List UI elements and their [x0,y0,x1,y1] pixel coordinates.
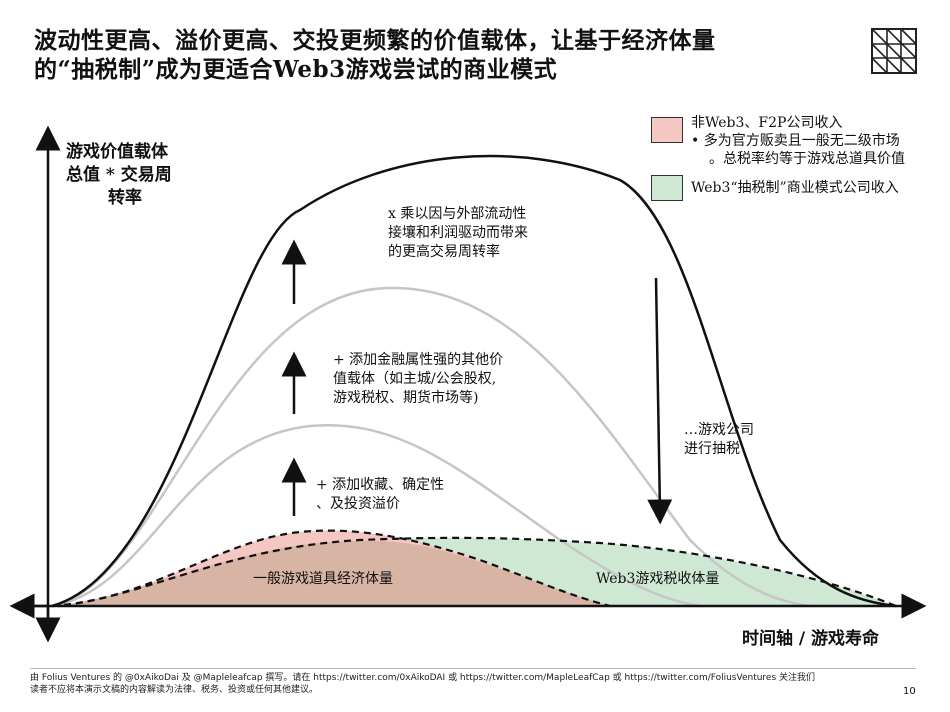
annotation-collect-line1: + 添加收藏、确定性 [316,477,445,493]
annotation-collect: + 添加收藏、确定性 、及投资溢价 [316,476,444,514]
slide-title: 波动性更高、溢价更高、交投更频繁的价值载体，让基于经济体量 的“抽税制”成为更适… [34,26,794,84]
annotation-turnover: x 乘以因与外部流动性 接壤和利润驱动而带来 的更高交易周转率 [388,205,528,262]
slide-title-line2: 的“抽税制”成为更适合Web3游戏尝试的商业模式 [34,56,558,83]
total-value-turnover-curve [51,154,897,608]
annotation-collect-line2: 、及投资溢价 [316,496,400,512]
collectible-premium-curve [51,423,701,608]
legend-non-web3-title: 非Web3、F2P公司收入 [691,115,843,131]
slide-title-line1: 波动性更高、溢价更高、交投更频繁的价值载体，让基于经济体量 [34,27,716,54]
annotation-financial-line3: 游戏税权、期货市场等) [333,390,479,406]
y-axis-label-line3: 转率 [108,188,142,208]
y-axis-label: 游戏价值载体 总值 * 交易周 转率 [66,141,192,210]
web3-boundary-dashed [51,536,897,608]
annotation-tax-line2: 进行抽税 [684,441,740,457]
footer-disclaimer: 由 Folius Ventures 的 @0xAikoDai 及 @Maplel… [30,672,815,696]
base-economy-area [52,540,610,606]
label-web3-tax: Web3游戏税收体量 [596,571,720,587]
legend-web3: Web3“抽税制”商业模式公司收入 [691,180,899,196]
legend-non-web3-bullet2: 。总税率约等于游戏总道具价值 [709,151,905,167]
annotation-financial-line1: + 添加金融属性强的其他价 [333,352,504,368]
x-axis-label: 时间轴 / 游戏寿命 [742,629,880,649]
legend-non-web3-bullet1: • 多为官方贩卖且一般无二级市场 [691,133,900,149]
annotation-turnover-line2: 接壤和利润驱动而带来 [388,225,528,241]
annotation-turnover-line1: x 乘以因与外部流动性 [388,206,527,222]
annotation-tax: …游戏公司 进行抽税 [684,421,754,459]
down-arrow-tax [647,277,673,525]
annotation-turnover-line3: 的更高交易周转率 [388,244,500,260]
legend-swatch-web3 [651,175,683,201]
annotation-financial: + 添加金融属性强的其他价 值载体（如主城/公会股权, 游戏税权、期货市场等) [333,351,503,408]
footer-divider [30,668,916,669]
label-base-economy: 一般游戏道具经济体量 [253,571,393,587]
y-axis-label-line2: 总值 * 交易周 [66,165,172,185]
non-web3-boundary-dashed [51,529,611,608]
annotation-tax-line1: …游戏公司 [684,422,754,438]
page-number: 10 [903,686,916,697]
footer-line2: 读者不应将本演示文稿的内容解读为法律、税务、投资或任何其他建议。 [30,685,319,695]
annotation-financial-line2: 值载体（如主城/公会股权, [333,371,497,387]
y-axis-label-line1: 游戏价值载体 [66,142,168,162]
legend-non-web3: 非Web3、F2P公司收入 • 多为官方贩卖且一般无二级市场 。总税率约等于游戏… [691,114,941,168]
financial-asset-curve [51,286,811,608]
legend-swatch-non-web3 [651,117,683,143]
folius-logo-icon [871,28,917,74]
footer-line1: 由 Folius Ventures 的 @0xAikoDai 及 @Maplel… [30,673,816,683]
